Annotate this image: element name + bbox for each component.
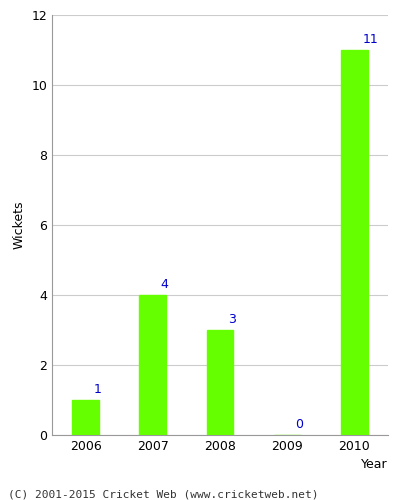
Y-axis label: Wickets: Wickets: [13, 200, 26, 249]
Bar: [341, 50, 368, 435]
Bar: [72, 400, 99, 435]
Text: (C) 2001-2015 Cricket Web (www.cricketweb.net): (C) 2001-2015 Cricket Web (www.cricketwe…: [8, 490, 318, 500]
Text: 3: 3: [228, 313, 236, 326]
Text: 11: 11: [362, 33, 378, 46]
Text: 4: 4: [161, 278, 169, 291]
Bar: [206, 330, 234, 435]
Text: 1: 1: [94, 383, 102, 396]
X-axis label: Year: Year: [361, 458, 388, 471]
Bar: [139, 295, 166, 435]
Text: 0: 0: [295, 418, 303, 431]
